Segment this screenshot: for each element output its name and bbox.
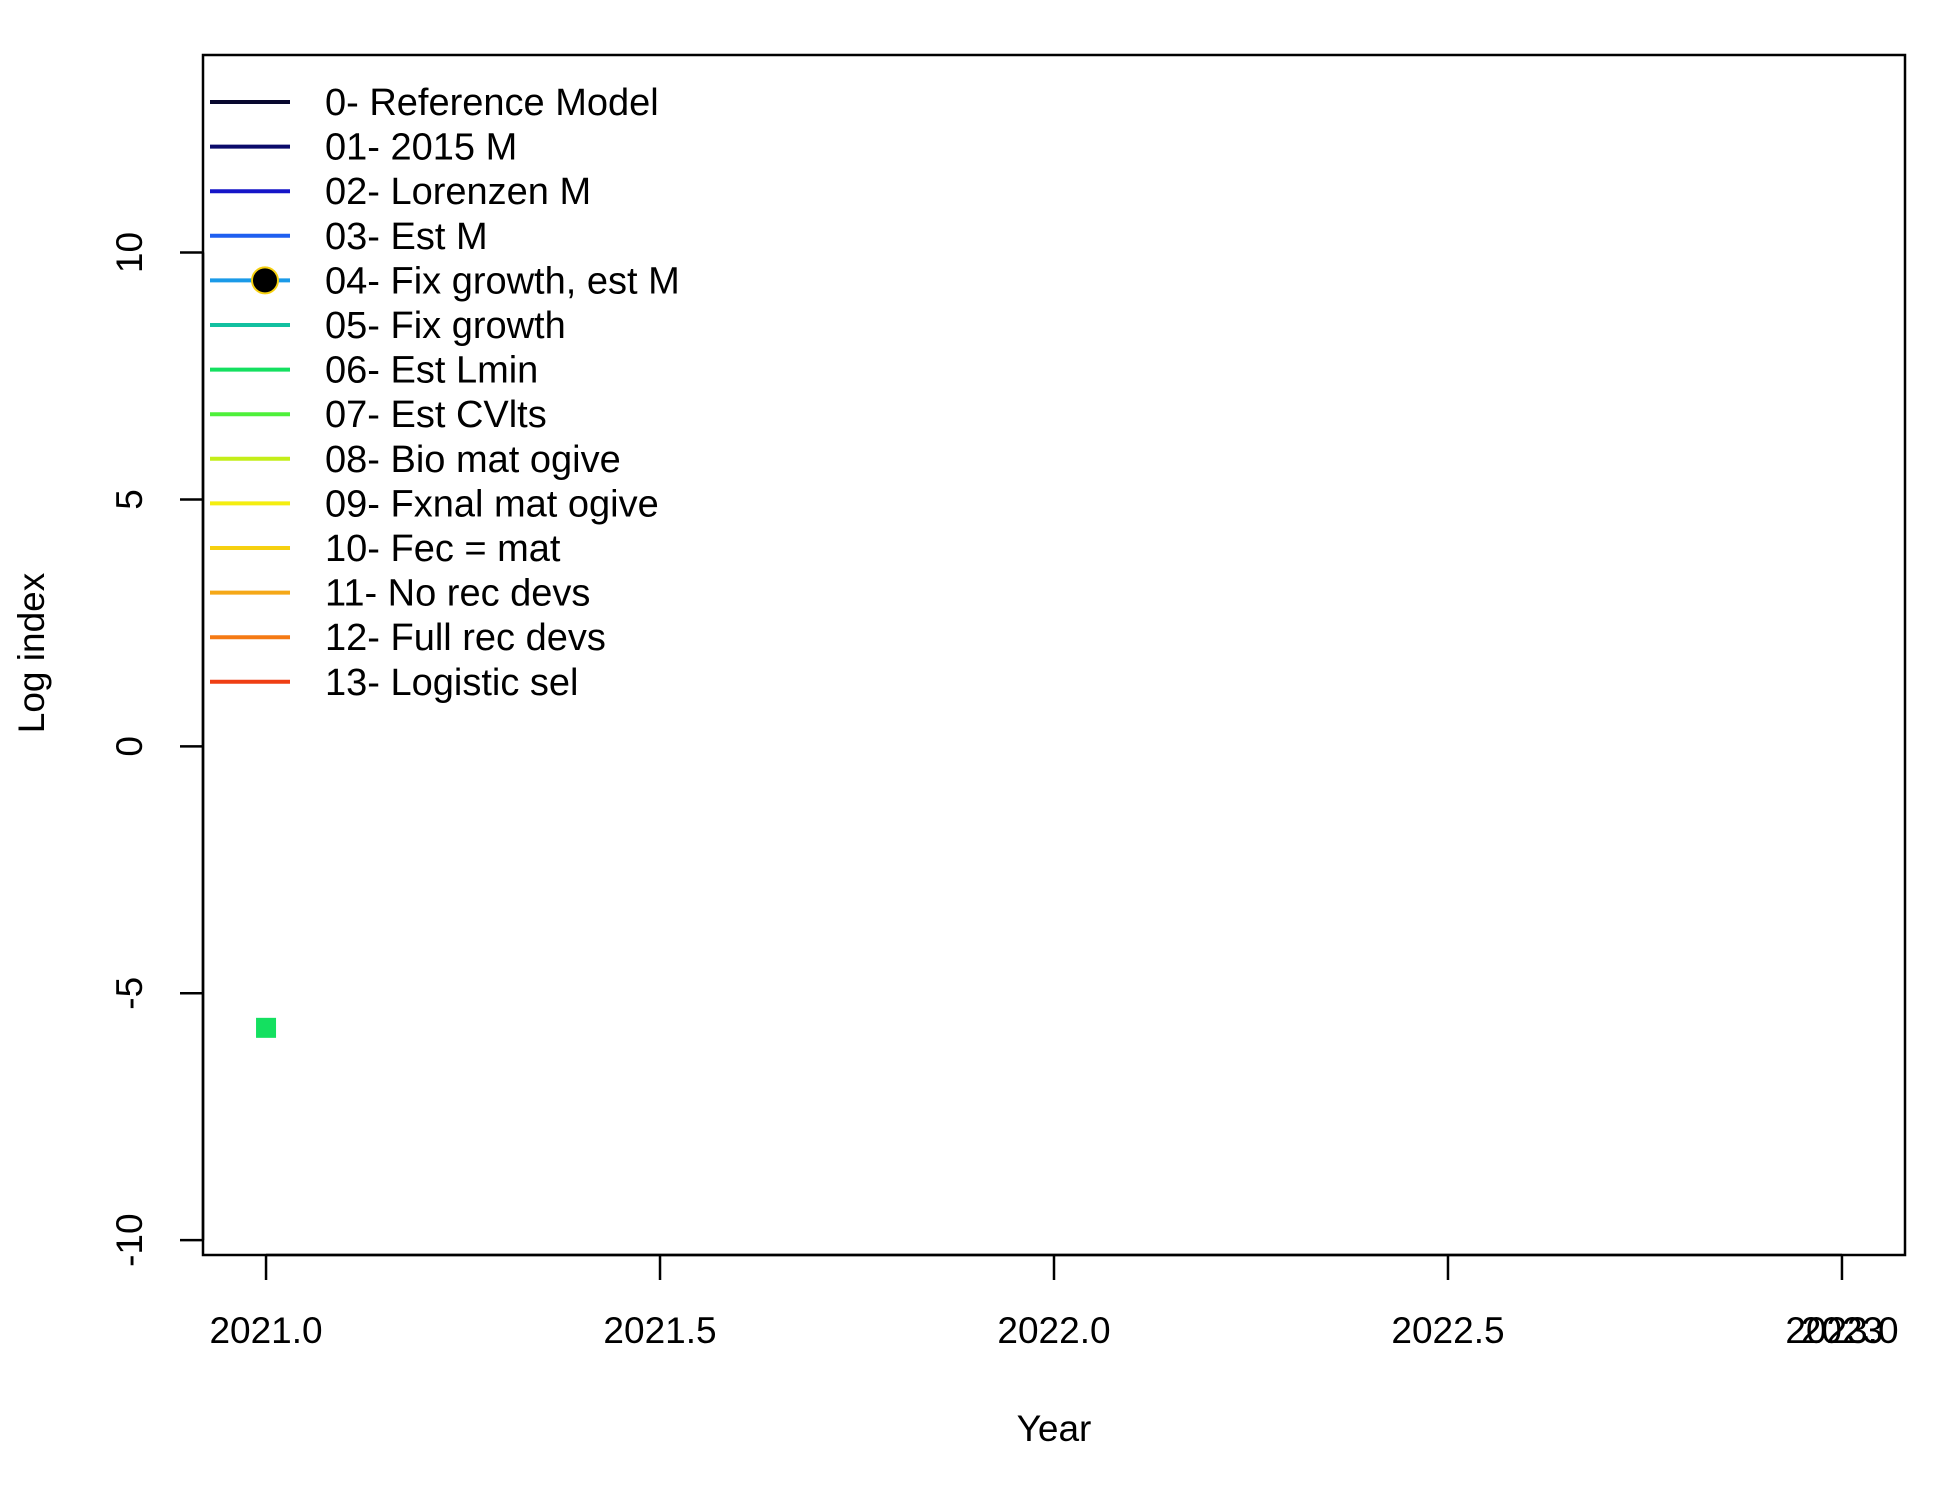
x-tick-label: 2022.0 <box>997 1310 1110 1351</box>
x-tick-label: 2021.5 <box>603 1310 716 1351</box>
y-tick-label: -5 <box>109 977 150 1010</box>
legend-label: 05- Fix growth <box>325 305 566 347</box>
legend-label: 02- Lorenzen M <box>325 171 591 213</box>
x-tick-label: 2023.0 <box>1785 1310 1898 1351</box>
legend-label: 13- Logistic sel <box>325 662 578 704</box>
x-tick-overlay-label: 2023 <box>1801 1310 1883 1351</box>
legend-label: 09- Fxnal mat ogive <box>325 483 659 525</box>
legend-label: 04- Fix growth, est M <box>325 260 680 302</box>
legend-label: 01- 2015 M <box>325 127 517 169</box>
legend-label: 06- Est Lmin <box>325 350 538 392</box>
legend-label: 12- Full rec devs <box>325 617 606 659</box>
y-tick-label: 0 <box>109 736 150 757</box>
y-tick-label: 5 <box>109 489 150 510</box>
legend-label: 07- Est CVlts <box>325 394 547 436</box>
data-marks <box>256 1017 277 1038</box>
legend-label: 11- No rec devs <box>325 573 590 615</box>
y-axis: -10 -5 0 5 10 <box>109 232 205 1267</box>
data-point <box>256 1017 277 1038</box>
y-tick-label: 10 <box>109 232 150 273</box>
legend-label: 03- Est M <box>325 216 488 258</box>
legend-label: 10- Fec = mat <box>325 528 561 570</box>
x-tick-label: 2022.5 <box>1391 1310 1504 1351</box>
legend-point-marker <box>251 266 279 295</box>
x-tick-label: 2021.0 <box>209 1310 322 1351</box>
y-axis-title: Log index <box>11 572 52 733</box>
legend-label: 0- Reference Model <box>325 82 659 124</box>
x-axis-title: Year <box>1017 1408 1092 1449</box>
legend-label: 08- Bio mat ogive <box>325 439 621 481</box>
y-tick-label: -10 <box>109 1213 150 1266</box>
